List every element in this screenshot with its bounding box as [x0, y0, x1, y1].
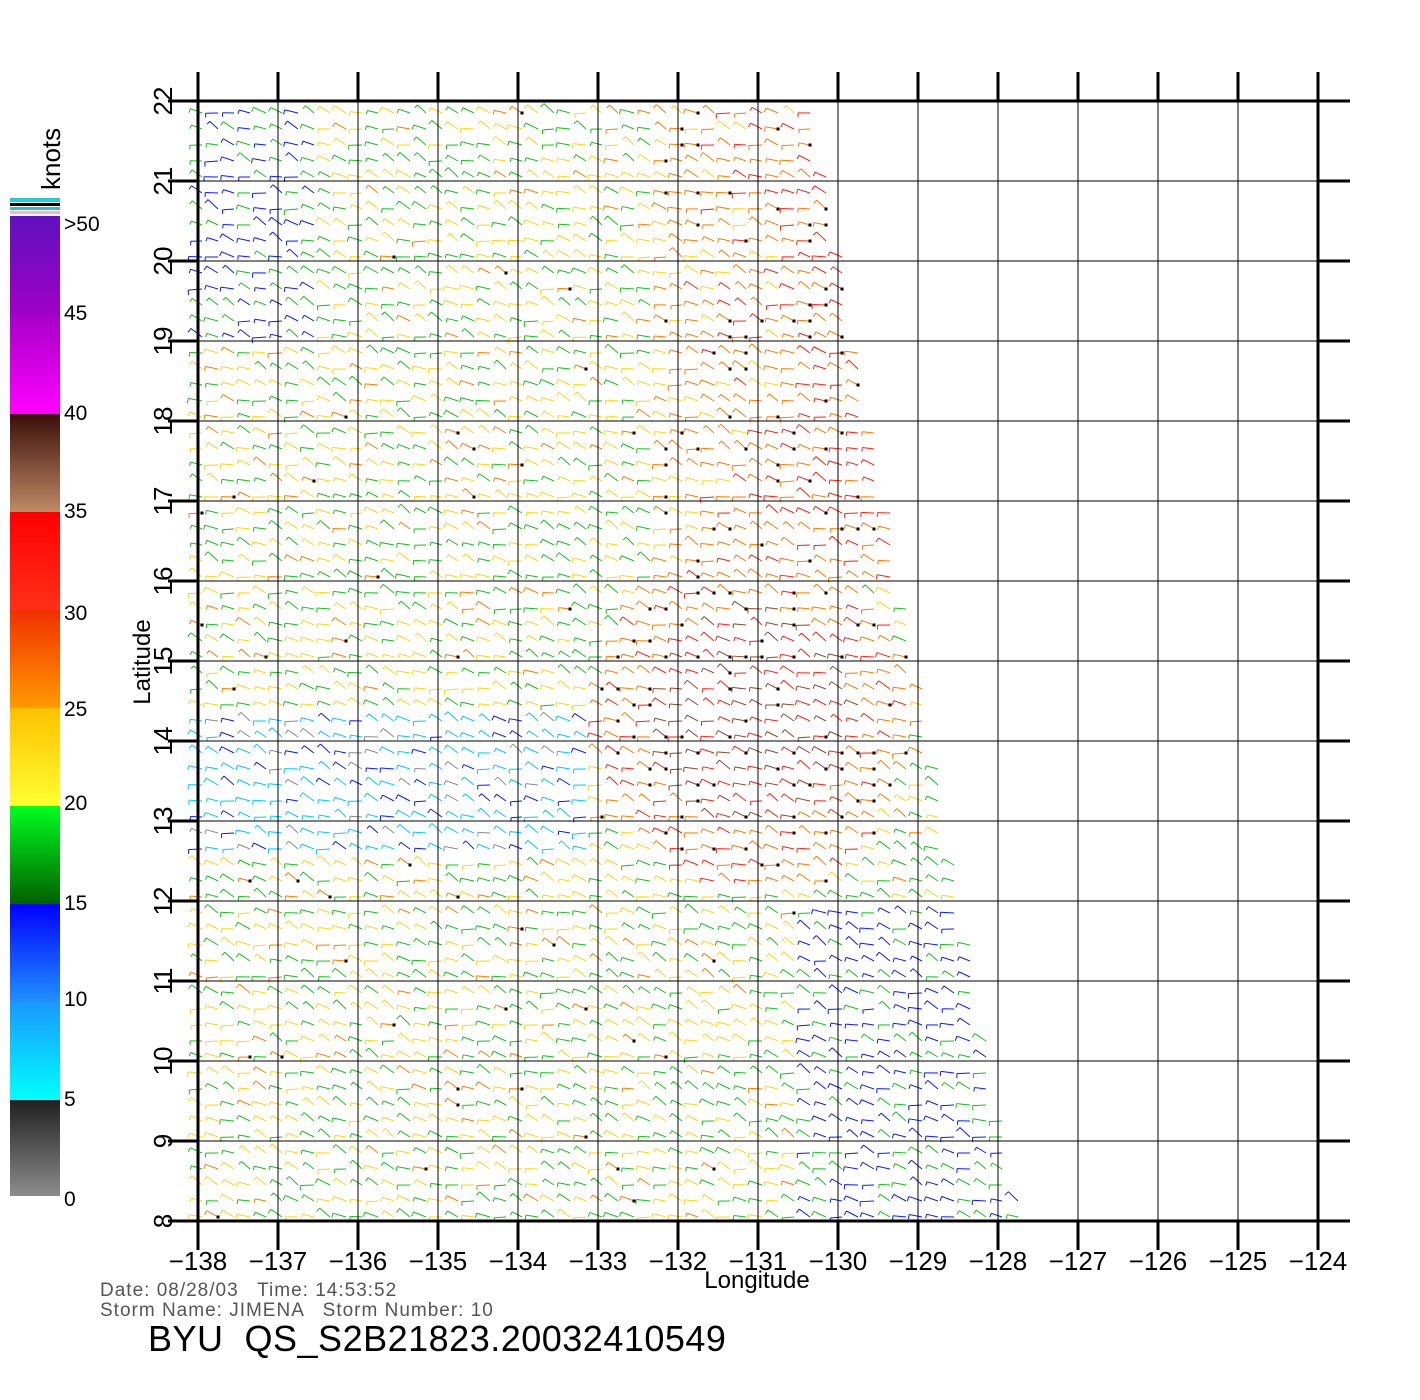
lat-tick-label: 15 — [148, 647, 178, 676]
colorbar-cap-black — [10, 203, 60, 206]
lat-tick-label: 11 — [148, 968, 178, 995]
lon-tick-label: −138 — [169, 1246, 228, 1276]
lon-tick-label: −132 — [649, 1246, 708, 1276]
colorbar-band-20-25 — [10, 708, 60, 806]
y-axis-label: Latitude — [129, 619, 156, 704]
colorbar-band-10-15 — [10, 904, 60, 1002]
lon-tick-label: −125 — [1209, 1246, 1268, 1276]
x-axis-label: Longitude — [704, 1267, 809, 1294]
colorbar-label: 5 — [64, 1088, 76, 1111]
colorbar-label: 0 — [64, 1188, 76, 1211]
lon-tick-label: −131 — [729, 1246, 788, 1276]
lon-tick-label: −134 — [489, 1246, 548, 1276]
lon-tick-label: −133 — [569, 1246, 628, 1276]
colorbar-label: 45 — [64, 302, 87, 325]
colorbar-band-15-20 — [10, 806, 60, 904]
colorbar-label: 10 — [64, 988, 87, 1011]
lat-tick-label: 8 — [148, 1214, 178, 1228]
lon-tick-label: −137 — [249, 1246, 308, 1276]
lat-tick-label: 21 — [148, 167, 178, 196]
lon-tick-label: −126 — [1129, 1246, 1188, 1276]
colorbar-band-40-45 — [10, 316, 60, 414]
lat-tick-label: 14 — [148, 727, 178, 756]
colorbar-band-35-40 — [10, 414, 60, 512]
lat-tick-label: 16 — [148, 567, 178, 596]
storm-info-line: Storm Name: JIMENA Storm Number: 10 — [100, 1300, 494, 1321]
colorbar-label: 30 — [64, 602, 87, 625]
date-time-line: Date: 08/28/03 Time: 14:53:52 — [100, 1280, 398, 1301]
colorbar-cap-pink — [10, 211, 60, 214]
colorbar-band-25-30 — [10, 610, 60, 708]
lat-tick-label: 19 — [148, 327, 178, 356]
lat-tick-label: 13 — [148, 807, 178, 836]
colorbar-band-45-50 — [10, 216, 60, 316]
lon-tick-label: −135 — [409, 1246, 468, 1276]
lon-tick-label: −128 — [969, 1246, 1028, 1276]
wind-vector-field — [186, 103, 1019, 1223]
lat-lon-grid — [196, 72, 1350, 1250]
colorbar-label: 20 — [64, 792, 87, 815]
colorbar-unit: knots — [36, 128, 66, 190]
lat-tick-label: 18 — [148, 407, 178, 436]
lat-tick-label: 20 — [148, 247, 178, 276]
colorbar-label: 35 — [64, 500, 87, 523]
axis-ticks: −138 −137 −136 −135 −134 −133 −132 −131 −130 −129… — [148, 72, 1350, 1276]
colorbar: knots — [10, 128, 100, 1211]
lon-tick-label: −127 — [1049, 1246, 1108, 1276]
colorbar-band-30-35 — [10, 512, 60, 610]
lat-tick-label: 17 — [148, 487, 178, 516]
colorbar-cap-teal — [10, 207, 60, 210]
colorbar-band-5-10 — [10, 1002, 60, 1100]
lat-tick-label: 10 — [148, 1047, 178, 1076]
lat-tick-label: 22 — [148, 87, 178, 116]
lat-tick-label: 9 — [148, 1134, 178, 1148]
colorbar-label: 25 — [64, 698, 87, 721]
file-id-label: BYU QS_S2B21823.20032410549 — [148, 1318, 727, 1359]
lon-tick-label: −130 — [809, 1246, 868, 1276]
colorbar-label: >50 — [64, 213, 100, 236]
lon-tick-label: −136 — [329, 1246, 388, 1276]
colorbar-cap-cyan — [10, 198, 60, 202]
colorbar-label: 15 — [64, 892, 87, 915]
lon-tick-label: −124 — [1289, 1246, 1348, 1276]
colorbar-band-0-5 — [10, 1100, 60, 1196]
lon-tick-label: −129 — [889, 1246, 948, 1276]
colorbar-label: 40 — [64, 402, 87, 425]
lat-tick-label: 12 — [148, 887, 178, 916]
